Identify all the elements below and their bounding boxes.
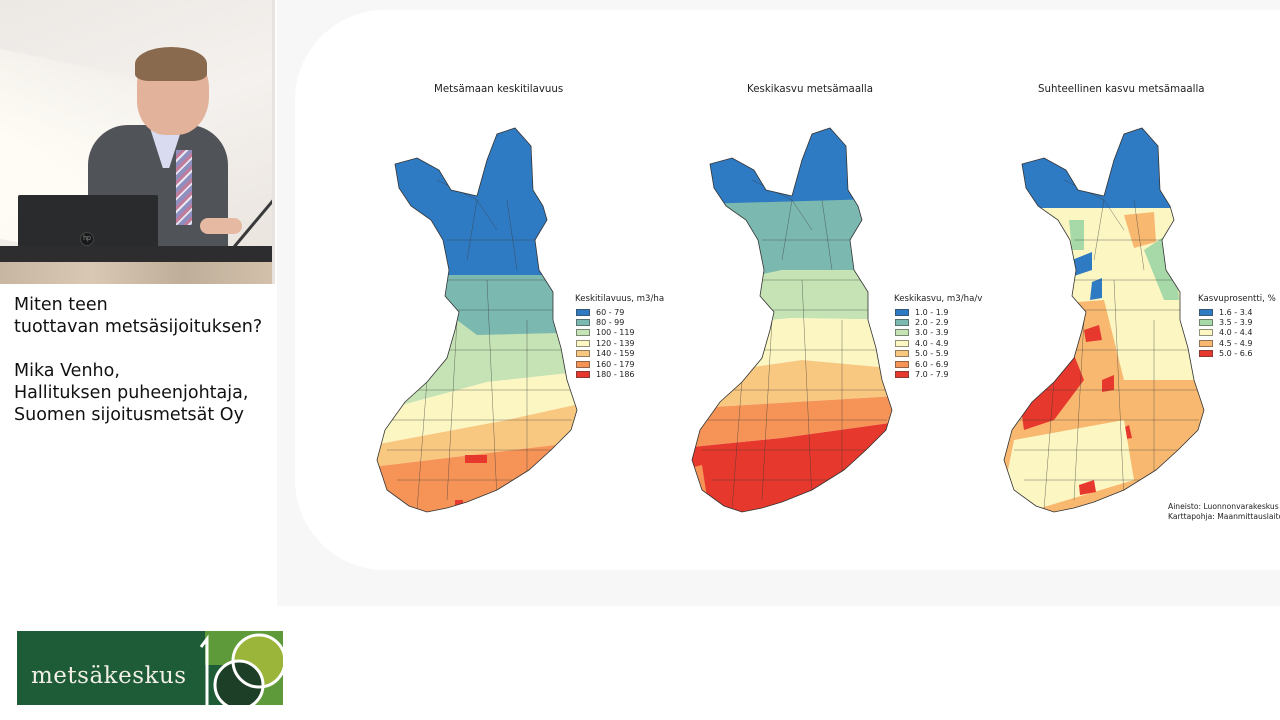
map2-legend-row: 4.0 - 4.9: [894, 338, 982, 348]
map1-legend-row: 60 - 79: [575, 307, 664, 317]
map2-legend-row: 6.0 - 6.9: [894, 359, 982, 369]
video-edge: [272, 0, 275, 284]
map1-legend-row: 120 - 139: [575, 338, 664, 348]
map2-legend-row: 7.0 - 7.9: [894, 369, 982, 379]
podium-front: [0, 262, 275, 284]
logo-wordmark: metsäkeskus: [31, 663, 187, 689]
legend-swatch: [895, 371, 909, 379]
map1-legend-row: 100 - 119: [575, 328, 664, 338]
legend-swatch: [895, 308, 909, 316]
logo-100-badge-icon: [199, 631, 283, 705]
map3-title: Suhteellinen kasvu metsämaalla: [1038, 82, 1205, 95]
map1-legend-row: 160 - 179: [575, 359, 664, 369]
map1-legend-title: Keskitilavuus, m3/ha: [575, 294, 665, 304]
map2-title: Keskikasvu metsämaalla: [747, 82, 874, 95]
map2-finland-growth: [691, 127, 893, 513]
logo-wordmark-box: [17, 631, 205, 705]
speaker-role: Hallituksen puheenjohtaja,: [14, 383, 249, 403]
legend-swatch: [1199, 308, 1213, 316]
speaker-organization: Suomen sijoitusmetsät Oy: [14, 405, 244, 425]
data-source: Aineisto: Luonnonvarakeskus: [1168, 502, 1279, 511]
podium-top: [0, 246, 275, 262]
map-source-credit: Aineisto: Luonnonvarakeskus Karttapohja:…: [1168, 502, 1280, 522]
speaker-hand: [200, 218, 242, 234]
legend-swatch: [576, 319, 590, 327]
legend-swatch: [895, 329, 909, 337]
legend-swatch: [895, 339, 909, 347]
map3-legend-title: Kasvuprosentti, %: [1198, 294, 1276, 304]
map2-legend: Keskikasvu, m3/ha/v 1.0 - 1.9 2.0 - 2.9 …: [894, 294, 982, 380]
map1-legend: Keskitilavuus, m3/ha 60 - 79 80 - 99 100…: [575, 294, 664, 380]
map3-finland-relative-growth: [1003, 127, 1205, 513]
talk-info: Miten teen tuottavan metsäsijoituksen? M…: [14, 294, 269, 426]
presentation-slide: Metsämaan keskitilavuus Keskitilavuus, m…: [277, 0, 1280, 606]
map2-legend-row: 5.0 - 5.9: [894, 349, 982, 359]
legend-swatch: [576, 371, 590, 379]
map3-legend-row: 5.0 - 6.6: [1198, 349, 1276, 359]
speaker-video: hp: [0, 0, 275, 284]
legend-swatch: [895, 319, 909, 327]
legend-swatch: [576, 360, 590, 368]
speaker-tie: [176, 150, 192, 225]
map2-legend-title: Keskikasvu, m3/ha/v: [894, 294, 983, 304]
legend-swatch: [576, 308, 590, 316]
talk-title-line1: Miten teen: [14, 295, 108, 315]
map3-legend-row: 3.5 - 3.9: [1198, 317, 1276, 327]
legend-swatch: [1199, 319, 1213, 327]
metsakeskus-logo: metsäkeskus: [17, 625, 283, 705]
map1-legend-row: 180 - 186: [575, 369, 664, 379]
map1-legend-row: 140 - 159: [575, 349, 664, 359]
map3-legend-row: 4.0 - 4.4: [1198, 328, 1276, 338]
legend-swatch: [1199, 339, 1213, 347]
legend-swatch: [895, 350, 909, 358]
talk-title-line2: tuottavan metsäsijoituksen?: [14, 317, 263, 337]
map3-legend-row: 4.5 - 4.9: [1198, 338, 1276, 348]
map2-legend-row: 2.0 - 2.9: [894, 317, 982, 327]
map1-legend-row: 80 - 99: [575, 317, 664, 327]
map-base-source: Karttapohja: Maanmittauslaitos: [1168, 512, 1280, 521]
map2-legend-row: 1.0 - 1.9: [894, 307, 982, 317]
map3-legend: Kasvuprosentti, % 1.6 - 3.4 3.5 - 3.9 4.…: [1198, 294, 1276, 359]
legend-swatch: [1199, 329, 1213, 337]
speaker-name: Mika Venho,: [14, 361, 120, 381]
legend-swatch: [1199, 350, 1213, 358]
legend-swatch: [895, 360, 909, 368]
map1-finland-volume: [376, 127, 578, 513]
laptop-logo-icon: hp: [80, 232, 94, 246]
legend-swatch: [576, 329, 590, 337]
map2-legend-row: 3.0 - 3.9: [894, 328, 982, 338]
map3-legend-row: 1.6 - 3.4: [1198, 307, 1276, 317]
speaker-hair: [135, 47, 207, 81]
legend-swatch: [576, 350, 590, 358]
legend-swatch: [576, 339, 590, 347]
map1-title: Metsämaan keskitilavuus: [434, 82, 564, 95]
